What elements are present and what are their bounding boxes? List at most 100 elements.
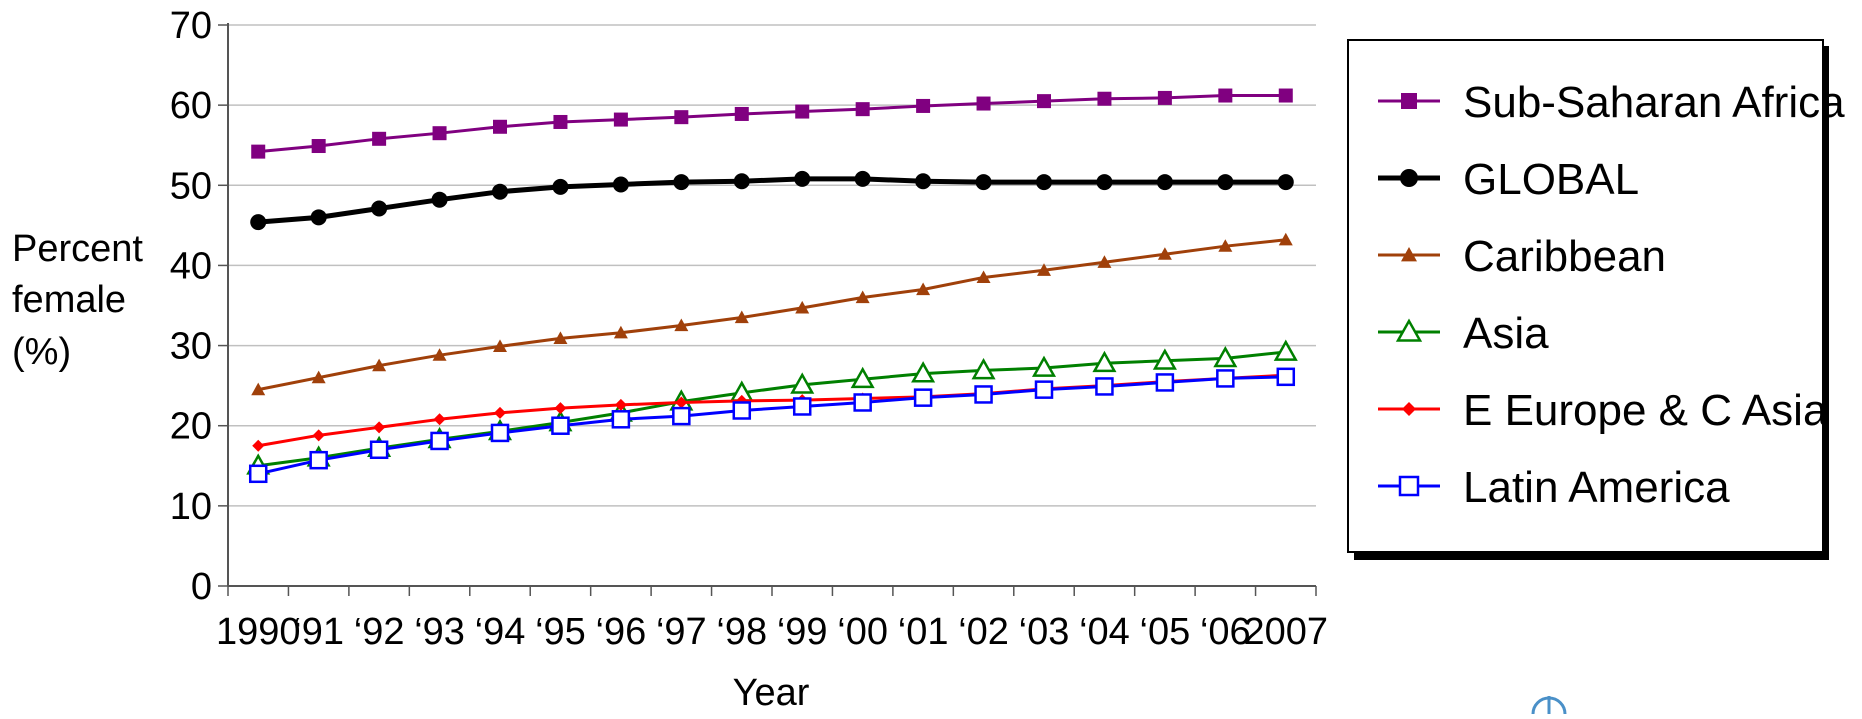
x-tick-label: ‘98 [716, 611, 767, 653]
series-line [257, 238, 1286, 392]
data-point [1092, 350, 1117, 373]
data-point [1278, 88, 1293, 103]
data-point [312, 429, 325, 442]
data-point [1097, 255, 1112, 268]
legend-item: E Europe & C Asia [1378, 386, 1828, 435]
x-tick-label: 1990 [216, 611, 301, 653]
axes: 0 10 20 30 40 50 60 70 1990‘91 ‘92 ‘93 ‘94 ‘95 ‘96 ‘97… [170, 5, 1328, 653]
data-point [311, 370, 326, 384]
data-point [432, 126, 447, 141]
x-axis-title: Year [733, 672, 810, 713]
legend-label: Asia [1463, 309, 1549, 358]
x-tick-label: ‘91 [293, 611, 344, 653]
data-point [913, 388, 933, 407]
x-tick-label: ‘03 [1019, 611, 1070, 653]
legend-item: GLOBAL [1378, 155, 1639, 204]
data-point [251, 144, 266, 159]
x-tick-label: ‘95 [535, 611, 586, 653]
legend: Sub-Saharan Africa GLOBAL Caribbean Asia E E… [1347, 39, 1845, 560]
data-point [372, 131, 387, 146]
who-logo [1525, 692, 1585, 719]
data-point [1157, 247, 1172, 260]
y-tick-label: 40 [170, 245, 212, 287]
data-point [853, 393, 872, 412]
x-tick-label: ‘93 [414, 611, 465, 653]
x-tick-label: ‘01 [898, 611, 949, 653]
series-lines [246, 88, 1298, 484]
data-point [613, 112, 628, 127]
y-tick-label: 30 [170, 326, 212, 368]
data-point [1218, 239, 1233, 252]
data-point [1095, 377, 1114, 396]
data-point [369, 440, 389, 460]
y-tick-label: 50 [170, 165, 212, 207]
data-point [1031, 355, 1057, 377]
y-axis-title-line-1: Percent [12, 228, 143, 270]
data-point [1037, 94, 1051, 109]
data-point [1157, 90, 1172, 105]
data-point [794, 170, 811, 187]
y-axis-title-line-2: female [12, 279, 126, 321]
series-latin-america [248, 367, 1296, 484]
series-caribbean [251, 232, 1293, 396]
data-point [795, 104, 810, 119]
legend-marker [1398, 475, 1420, 497]
data-point [1152, 348, 1177, 370]
x-tick-label: ‘96 [596, 611, 647, 653]
data-point [551, 416, 570, 435]
data-point [734, 106, 749, 121]
data-point [734, 310, 749, 324]
data-point [672, 406, 691, 426]
data-point [1155, 373, 1175, 392]
data-point [250, 214, 267, 231]
y-tick-label: 20 [170, 406, 212, 448]
data-point [372, 358, 387, 372]
data-point [855, 102, 870, 117]
legend-item: Asia [1378, 309, 1549, 358]
legend-marker [1401, 247, 1417, 262]
data-point [493, 339, 507, 352]
data-point [490, 423, 510, 443]
data-point [790, 372, 815, 394]
series-global [250, 170, 1294, 231]
data-point [309, 450, 328, 470]
data-point [611, 410, 631, 429]
data-point [311, 139, 326, 154]
data-point [1096, 174, 1113, 191]
data-point [976, 96, 991, 111]
data-point [911, 361, 936, 383]
data-point [915, 173, 932, 190]
legend-item: Sub-Saharan Africa [1378, 78, 1845, 127]
data-point [976, 270, 991, 284]
x-tick-label: ‘97 [656, 611, 707, 653]
data-point [553, 331, 568, 344]
data-point [612, 176, 629, 193]
legend-marker [1401, 93, 1417, 109]
data-point [1217, 174, 1234, 191]
series-line [258, 176, 1286, 225]
legend-label: GLOBAL [1463, 155, 1639, 204]
y-tick-label: 0 [191, 566, 212, 608]
data-point [553, 114, 568, 129]
legend-label: Caribbean [1463, 232, 1666, 281]
legend-label: E Europe & C Asia [1463, 386, 1828, 435]
x-tick-label: ‘92 [354, 611, 405, 653]
series-line [258, 94, 1286, 154]
data-point [855, 290, 870, 304]
data-point [614, 398, 627, 411]
series-line [257, 375, 1286, 476]
y-axis-title-line-3: (%) [12, 331, 71, 373]
data-point [492, 183, 508, 200]
data-point [916, 282, 931, 296]
data-point [792, 397, 812, 416]
data-point [1036, 174, 1052, 191]
data-point [733, 173, 750, 190]
data-point [373, 421, 386, 434]
x-tick-label: ‘06 [1200, 611, 1251, 653]
data-point [1276, 367, 1296, 387]
data-point [674, 318, 689, 332]
data-point [974, 385, 993, 404]
data-point [1037, 263, 1051, 276]
x-tick-label: ‘02 [958, 611, 1009, 653]
